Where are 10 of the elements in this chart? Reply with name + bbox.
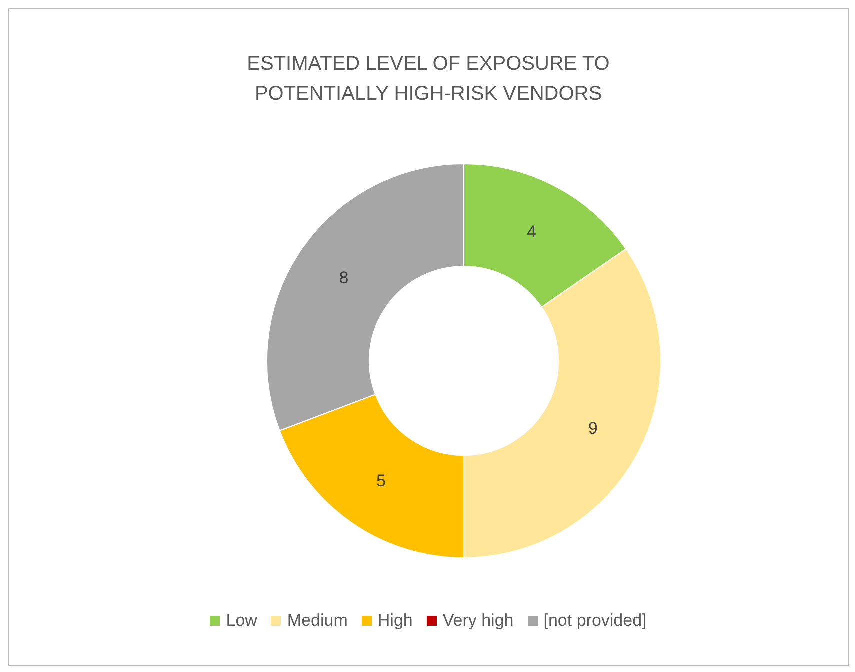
legend-label: [not provided] xyxy=(544,611,647,631)
legend-label: Medium xyxy=(287,611,348,631)
legend-label: Low xyxy=(226,611,258,631)
data-label: 4 xyxy=(527,222,536,242)
data-label: 8 xyxy=(339,268,349,288)
legend-label: High xyxy=(378,611,413,631)
legend-label: Very high xyxy=(442,611,514,631)
data-label: 5 xyxy=(376,471,386,490)
chart-title: ESTIMATED LEVEL OF EXPOSURE TO POTENTIALLY HIGH-RISK VENDORS xyxy=(246,52,611,107)
data-label: 9 xyxy=(588,419,598,438)
